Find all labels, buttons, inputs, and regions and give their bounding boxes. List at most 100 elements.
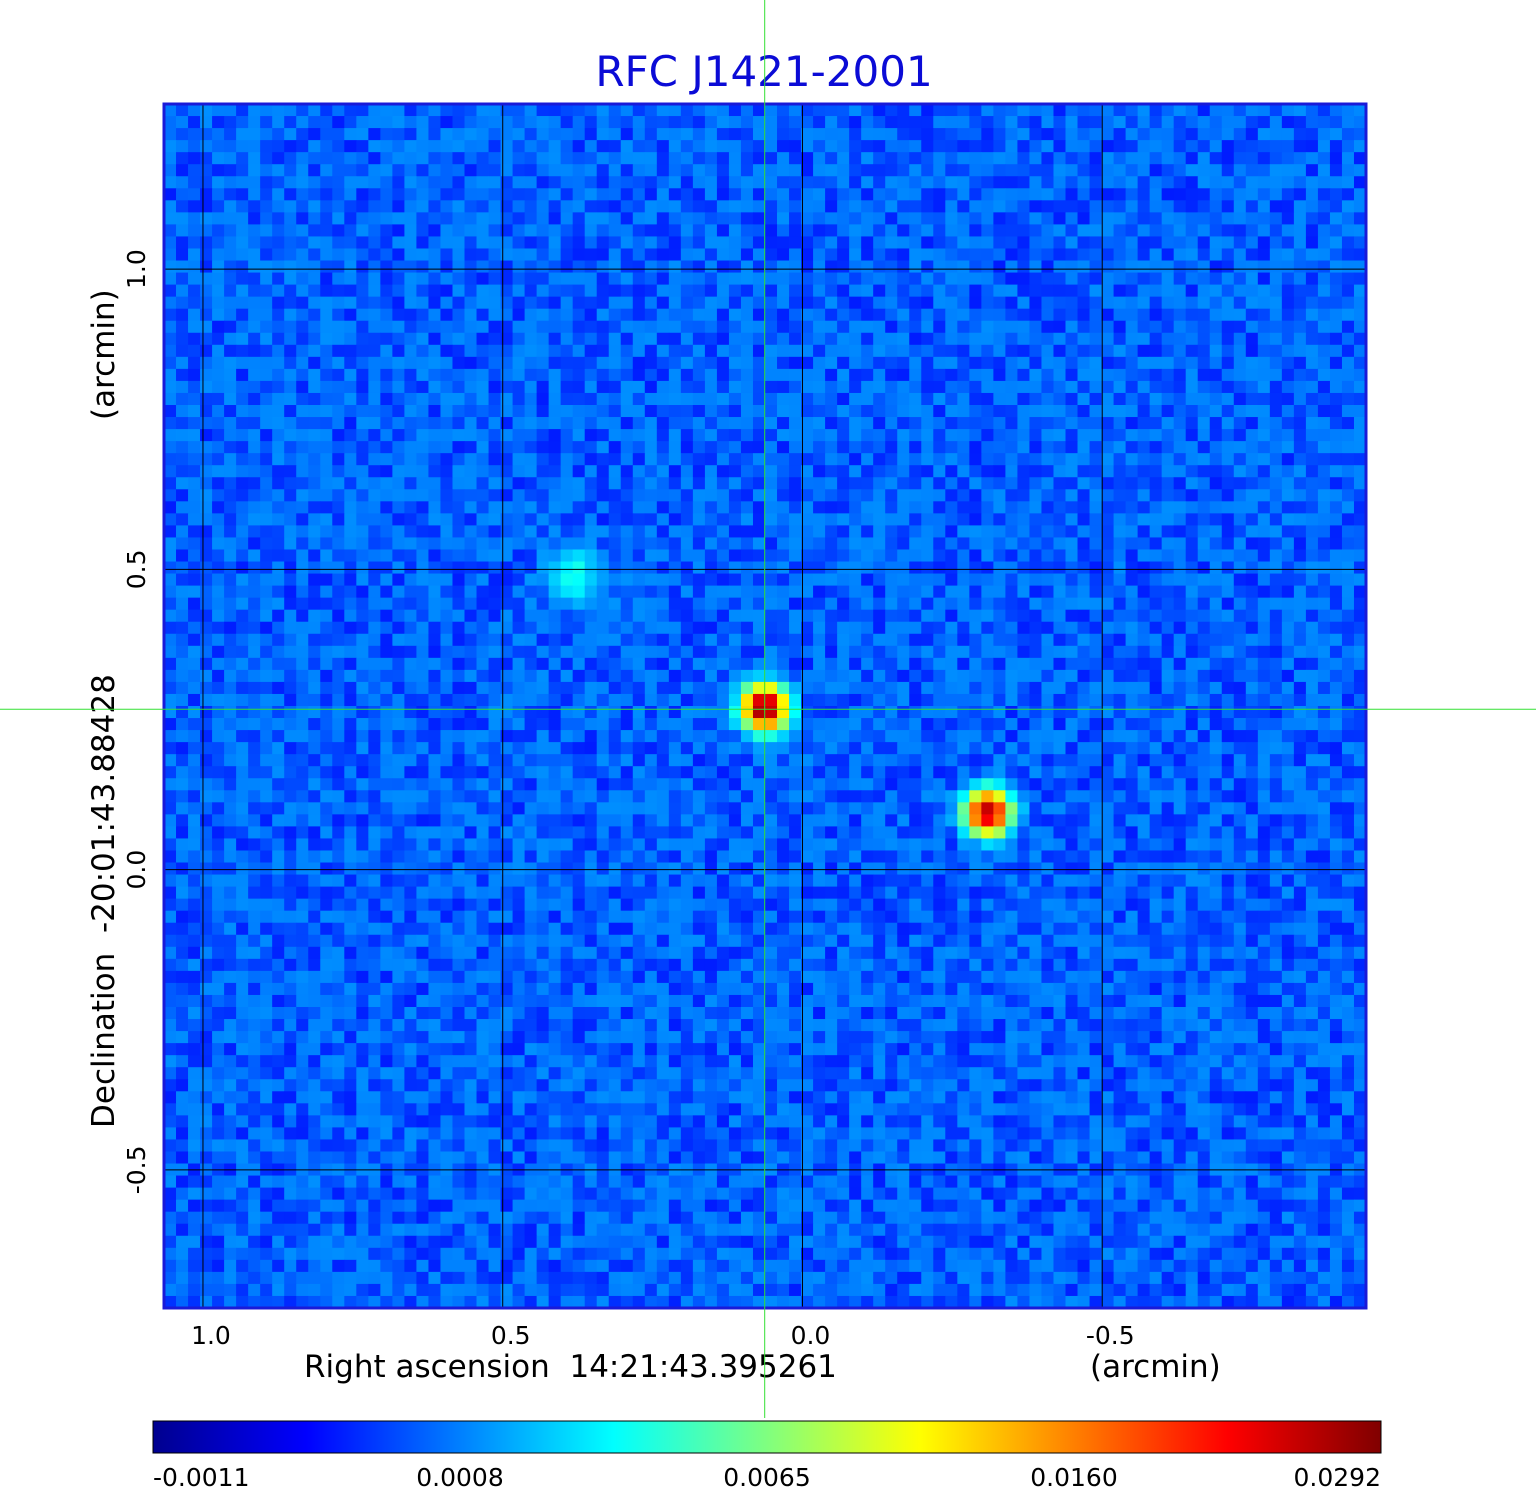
heatmap-cell [368,645,381,659]
heatmap-cell [1185,368,1199,382]
heatmap-cell [1161,633,1175,647]
heatmap-cell [801,212,814,225]
heatmap-cell [1257,260,1271,273]
heatmap-cell [584,549,598,562]
heatmap-cell [945,537,958,550]
heatmap-cell [500,176,513,189]
heatmap-cell [1269,477,1283,490]
heatmap-cell [1341,236,1355,249]
heatmap-cell [236,140,249,153]
heatmap-cell [272,236,285,249]
heatmap-cell [945,693,958,707]
heatmap-cell [933,633,946,647]
heatmap-cell [1065,417,1078,430]
heatmap-cell [789,429,802,442]
heatmap-cell [548,236,562,249]
heatmap-cell [1113,224,1126,237]
heatmap-cell [248,320,261,334]
heatmap-cell [656,669,670,683]
heatmap-cell [680,260,694,273]
heatmap-cell [476,380,489,394]
heatmap-cell [284,116,297,129]
heatmap-cell [957,489,970,502]
heatmap-cell [933,380,946,394]
heatmap-cell [1353,140,1367,153]
heatmap-cell [825,537,838,550]
heatmap-cell [1221,525,1235,538]
heatmap-cell [512,513,525,526]
heatmap-cell [1065,248,1078,261]
heatmap-cell [680,549,694,562]
heatmap-cell [1293,441,1307,454]
heatmap-cell [344,152,357,165]
heatmap-cell [284,296,297,310]
heatmap-cell [1293,501,1307,514]
heatmap-cell [452,320,465,334]
heatmap-cell [1065,128,1078,141]
heatmap-cell [476,549,489,562]
heatmap-cell [909,152,922,165]
heatmap-cell [1041,585,1054,599]
heatmap-cell [789,441,802,454]
heatmap-cell [1173,513,1187,526]
heatmap-cell [813,176,826,189]
heatmap-cell [1341,477,1355,490]
heatmap-cell [680,140,694,153]
heatmap-cell [1281,104,1295,117]
heatmap-cell [452,669,465,683]
heatmap-cell [1113,140,1126,153]
heatmap-cell [452,501,465,514]
heatmap-cell [1293,116,1307,129]
heatmap-cell [272,477,285,490]
heatmap-cell [993,116,1006,129]
heatmap-cell [572,561,586,574]
heatmap-cell [1005,501,1018,514]
heatmap-cell [1173,405,1187,418]
heatmap-cell [224,200,237,213]
heatmap-cell [284,453,297,466]
heatmap-cell [1245,320,1259,334]
heatmap-cell [1017,116,1030,129]
heatmap-cell [1317,188,1331,201]
heatmap-cell [1077,320,1090,334]
heatmap-cell [500,308,513,322]
heatmap-cell [1353,453,1367,466]
heatmap-cell [801,308,814,322]
heatmap-cell [1269,681,1283,695]
heatmap-cell [1053,272,1066,285]
heatmap-cell [356,405,369,418]
heatmap-cell [548,669,562,683]
heatmap-cell [572,332,586,346]
heatmap-cell [308,633,321,647]
heatmap-cell [356,657,369,671]
heatmap-cell [404,212,417,225]
heatmap-cell [1257,140,1271,153]
heatmap-cell [1149,272,1163,285]
heatmap-cell [488,272,501,285]
heatmap-cell [488,104,501,117]
heatmap-cell [885,200,898,213]
heatmap-cell [692,693,706,707]
heatmap-cell [656,344,670,358]
heatmap-cell [1137,188,1151,201]
heatmap-cell [452,200,465,213]
heatmap-cell [777,597,790,611]
heatmap-cell [1005,525,1018,538]
heatmap-cell [596,537,610,550]
heatmap-cell [560,501,574,514]
heatmap-cell [452,176,465,189]
heatmap-cell [921,164,934,177]
heatmap-cell [656,128,670,141]
heatmap-cell [452,260,465,273]
heatmap-cell [849,284,862,298]
heatmap-cell [993,669,1006,683]
heatmap-cell [164,356,177,370]
heatmap-cell [548,104,562,117]
heatmap-cell [1233,429,1247,442]
heatmap-cell [1125,236,1139,249]
heatmap-cell [740,609,754,623]
heatmap-cell [500,296,513,310]
heatmap-cell [404,549,417,562]
heatmap-cell [1101,332,1114,346]
heatmap-cell [680,465,694,478]
